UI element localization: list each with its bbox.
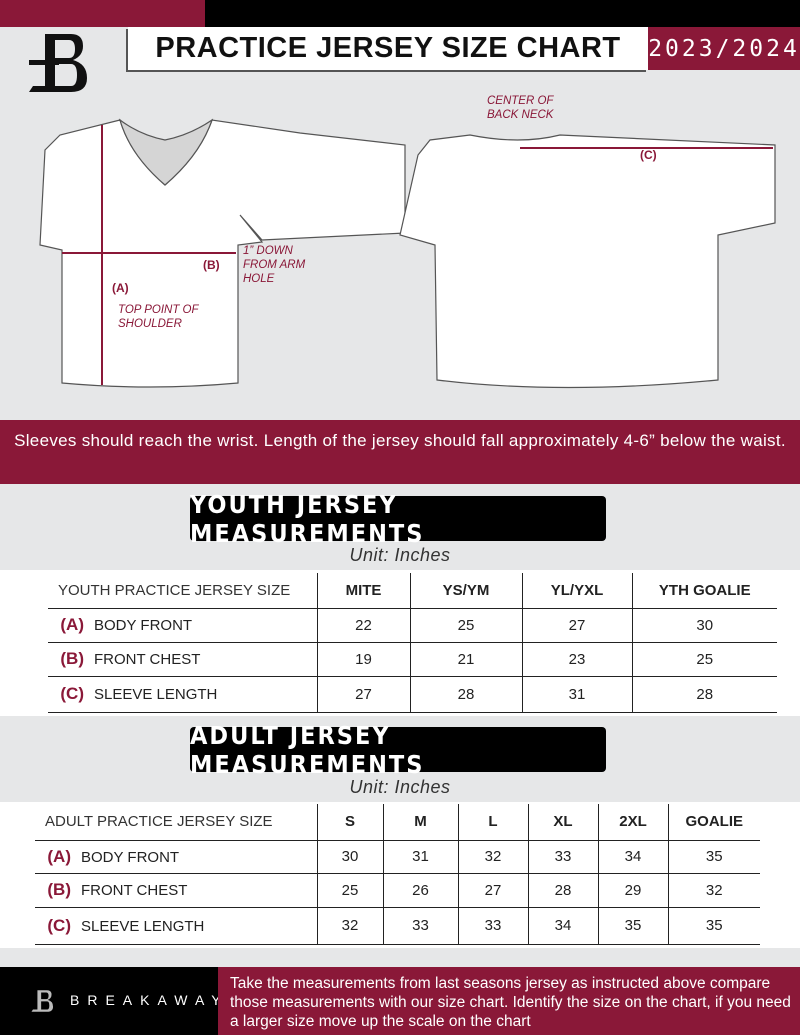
table-cell: 34	[597, 840, 668, 874]
header-cell: YTH GOALIE	[631, 573, 777, 609]
table-cell: 35	[667, 907, 760, 945]
header-cell: YL/YXL	[521, 573, 632, 609]
table-cell: S	[316, 804, 383, 841]
table-cell: (A) BODY FRONT	[35, 840, 317, 874]
measurement-label: BODY FRONT	[81, 848, 180, 866]
label-b: (B)	[203, 258, 220, 272]
table-cell: 22	[316, 608, 410, 643]
measurement-code: (B)	[60, 649, 84, 668]
measurement-label: SLEEVE LENGTH	[81, 917, 205, 935]
table-cell: 27	[457, 873, 528, 908]
header-cell: MITE	[316, 573, 410, 609]
header-cell: YOUTH PRACTICE JERSEY SIZE	[48, 573, 317, 609]
table-cell: 27	[316, 676, 410, 713]
jersey-diagram	[39, 118, 776, 389]
table-cell: 23	[521, 642, 632, 677]
label-a: (A)	[112, 281, 129, 295]
footer-instructions: Take the measurements from last seasons …	[218, 967, 800, 1035]
table-cell: 30	[631, 608, 777, 643]
table-cell: 28	[527, 873, 598, 908]
adult-size-table: ADULT PRACTICE JERSEY SIZE S M L XL 2XL GOALIE…	[35, 804, 760, 945]
table-row: (A) BODY FRONT 22 25 27 30	[48, 608, 777, 643]
table-cell: 31	[521, 676, 632, 713]
measurement-label: FRONT CHEST	[81, 882, 188, 899]
table-cell: ADULT PRACTICE JERSEY SIZE	[35, 804, 317, 841]
table-cell: 21	[409, 642, 522, 677]
sleeve-note-banner: Sleeves should reach the wrist. Length o…	[0, 420, 800, 484]
table-cell: 33	[457, 907, 528, 945]
adult-section-title: ADULT JERSEY MEASUREMENTS	[190, 721, 606, 779]
table-cell: 28	[409, 676, 522, 713]
table-row: (C) SLEEVE LENGTH 32 33 33 34 35 35	[35, 907, 760, 945]
measurement-label: BODY FRONT	[94, 617, 193, 634]
season-label: 2023/2024	[648, 27, 800, 70]
shoulder-label: TOP POINT OF SHOULDER	[118, 304, 199, 330]
table-cell: 32	[457, 840, 528, 874]
table-cell: 31	[382, 840, 458, 874]
measurement-code: (B)	[47, 880, 71, 899]
label-c: (C)	[640, 148, 657, 162]
table-cell: 2XL	[597, 804, 668, 841]
table-cell: 27	[521, 608, 632, 643]
table-row: (A) BODY FRONT 30 31 32 33 34 35	[35, 840, 760, 874]
table-cell: 32	[316, 907, 383, 945]
table-cell: M	[382, 804, 458, 841]
arm-hole-label: 1” DOWN FROM ARM HOLE	[243, 245, 306, 285]
footer-brand-name: BREAKAWAY	[70, 992, 229, 1008]
measurement-code: (C)	[47, 915, 71, 935]
table-cell: 25	[409, 608, 522, 643]
header-cell: YS/YM	[409, 573, 522, 609]
table-cell: 34	[527, 907, 598, 945]
top-accent-bar	[0, 0, 205, 27]
footer-brand-panel	[0, 967, 218, 1035]
table-cell: 29	[597, 873, 668, 908]
table-cell: (B) FRONT CHEST	[35, 873, 317, 908]
page-title: PRACTICE JERSEY SIZE CHART	[128, 27, 648, 70]
measurement-code: (A)	[60, 615, 84, 634]
measurement-code: (C)	[60, 684, 84, 703]
table-cell: 32	[667, 873, 760, 908]
table-header-row: ADULT PRACTICE JERSEY SIZE S M L XL 2XL GOALIE	[35, 804, 760, 841]
table-cell: GOALIE	[667, 804, 760, 841]
measurement-code: (A)	[47, 846, 71, 866]
measurement-label: FRONT CHEST	[94, 651, 201, 668]
table-row: (B) FRONT CHEST 25 26 27 28 29 32	[35, 873, 760, 908]
adult-unit-label: Unit: Inches	[349, 777, 451, 797]
table-cell: 28	[631, 676, 777, 713]
table-cell: (C) SLEEVE LENGTH	[48, 676, 317, 713]
table-cell: L	[457, 804, 528, 841]
table-cell: 33	[527, 840, 598, 874]
table-cell: XL	[527, 804, 598, 841]
table-cell: 25	[631, 642, 777, 677]
table-cell: (A) BODY FRONT	[48, 608, 317, 643]
table-cell: 30	[316, 840, 383, 874]
table-cell: 25	[316, 873, 383, 908]
back-jersey-illustration	[399, 134, 776, 389]
table-cell: 19	[316, 642, 410, 677]
table-cell: 35	[667, 840, 760, 874]
back-neck-label: CENTER OF BACK NECK	[487, 95, 554, 121]
table-header-row: YOUTH PRACTICE JERSEY SIZE MITE YS/YM YL/YX…	[48, 573, 777, 609]
table-row: (B) FRONT CHEST 19 21 23 25	[48, 642, 777, 677]
table-row: (C) SLEEVE LENGTH 27 28 31 28	[48, 676, 777, 713]
youth-size-table: YOUTH PRACTICE JERSEY SIZE MITE YS/YM YL/YX…	[48, 573, 777, 713]
table-cell: (B) FRONT CHEST	[48, 642, 317, 677]
table-cell: (C) SLEEVE LENGTH	[35, 907, 317, 945]
table-cell: 33	[382, 907, 458, 945]
youth-section-title: YOUTH JERSEY MEASUREMENTS	[190, 490, 606, 548]
breakaway-logo	[29, 34, 87, 92]
youth-unit-label: Unit: Inches	[349, 545, 451, 565]
table-cell: 35	[597, 907, 668, 945]
top-black-bar	[205, 0, 800, 27]
footer-logo	[31, 990, 54, 1012]
measurement-label: SLEEVE LENGTH	[94, 686, 218, 703]
table-cell: 26	[382, 873, 458, 908]
